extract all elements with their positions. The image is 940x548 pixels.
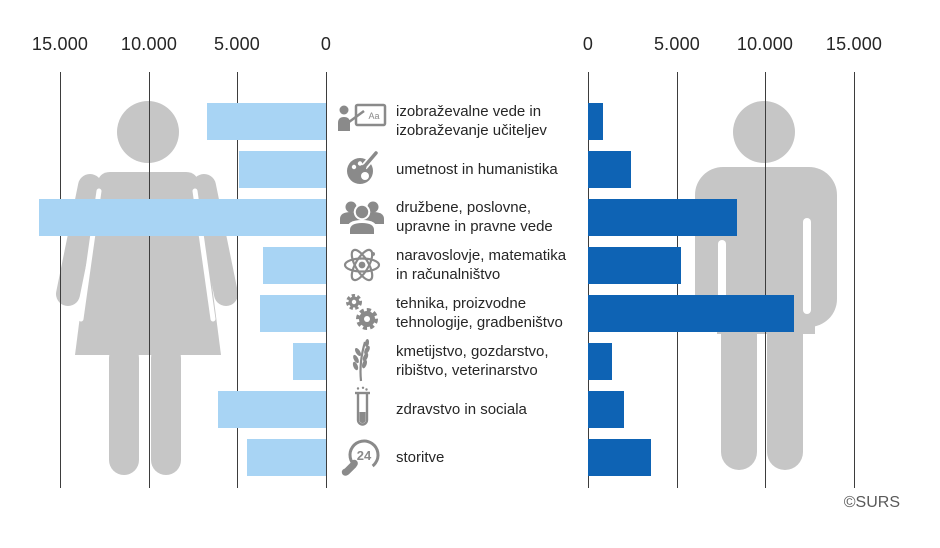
- gridline: [326, 72, 327, 488]
- category-label-line: izobraževalne vede in: [396, 103, 542, 120]
- people-group-icon: [334, 193, 390, 241]
- female-bar: [293, 343, 326, 380]
- category-label-line: zdravstvo in sociala: [396, 400, 527, 418]
- category-label-line: izobraževanje učiteljev: [396, 122, 547, 139]
- category-label-line: in računalništvo: [396, 266, 501, 283]
- axis-tick-label: 15.000: [31, 34, 89, 54]
- category-label-line: umetnost in humanistika: [396, 160, 558, 178]
- category-label-line: tehnika, proizvodne: [396, 295, 527, 312]
- male-bar: [588, 151, 631, 188]
- female-silhouette: [56, 101, 238, 475]
- male-bar: [588, 343, 612, 380]
- gridline: [148, 72, 150, 488]
- axis-tick-label: 15.000: [825, 34, 883, 54]
- copyright-source: ©SURS: [843, 494, 900, 511]
- category-label: naravoslovje, matematika in računalništvo: [396, 241, 616, 289]
- category-label: umetnost in humanistika: [396, 145, 616, 193]
- axis-tick-label: 5.000: [213, 34, 261, 54]
- female-bar: [38, 199, 326, 236]
- category-label: družbene, poslovne, upravne in pravne ved…: [396, 193, 616, 241]
- category-label-line: kmetijstvo, gozdarstvo,: [396, 343, 549, 360]
- gridline: [237, 72, 239, 488]
- male-silhouette: [695, 101, 837, 470]
- category-label-line: upravne in pravne vede: [396, 218, 553, 235]
- wheat-icon: [334, 337, 390, 385]
- teacher-board-icon: Aa: [334, 97, 390, 145]
- category-label-line: ribištvo, veterinarstvo: [396, 362, 538, 379]
- axis-tick-label: 10.000: [120, 34, 178, 54]
- gridline: [60, 72, 61, 488]
- category-label: zdravstvo in sociala: [396, 385, 616, 433]
- male-bar: [588, 391, 624, 428]
- female-bar: [217, 391, 326, 428]
- category-label-line: tehnologije, gradbeništvo: [396, 314, 563, 331]
- female-bar: [239, 151, 326, 188]
- category-label: storitve: [396, 433, 616, 481]
- svg-text:24: 24: [357, 448, 372, 463]
- axis-tick-label: 0: [582, 34, 594, 54]
- axis-tick-label: 10.000: [736, 34, 794, 54]
- category-label: kmetijstvo, gozdarstvo, ribištvo, veterin…: [396, 337, 616, 385]
- female-bar: [247, 439, 326, 476]
- svg-text:Aa: Aa: [368, 111, 379, 121]
- category-label-line: storitve: [396, 448, 445, 466]
- test-tube-icon: [334, 385, 390, 433]
- axis-tick-label: 0: [320, 34, 332, 54]
- male-bar: [588, 439, 651, 476]
- male-bar: [588, 103, 604, 140]
- male-bar: [588, 247, 682, 284]
- axis-tick-label: 5.000: [653, 34, 701, 54]
- male-bar: [588, 199, 737, 236]
- gridline: [765, 72, 767, 488]
- palette-icon: [334, 145, 390, 193]
- gears-icon: [334, 289, 390, 337]
- category-label: izobraževalne vede in izobraževanje učite…: [396, 97, 616, 145]
- male-bar: [588, 295, 794, 332]
- female-bar: [263, 247, 326, 284]
- female-bar: [260, 295, 326, 332]
- female-bar: [207, 103, 326, 140]
- category-label-line: družbene, poslovne,: [396, 199, 532, 216]
- atom-icon: [334, 241, 390, 289]
- phone-24-icon: 24: [334, 433, 390, 481]
- category-label-line: naravoslovje, matematika: [396, 247, 567, 264]
- category-label: tehnika, proizvodne tehnologije, gradbeni…: [396, 289, 616, 337]
- gridline: [854, 72, 855, 488]
